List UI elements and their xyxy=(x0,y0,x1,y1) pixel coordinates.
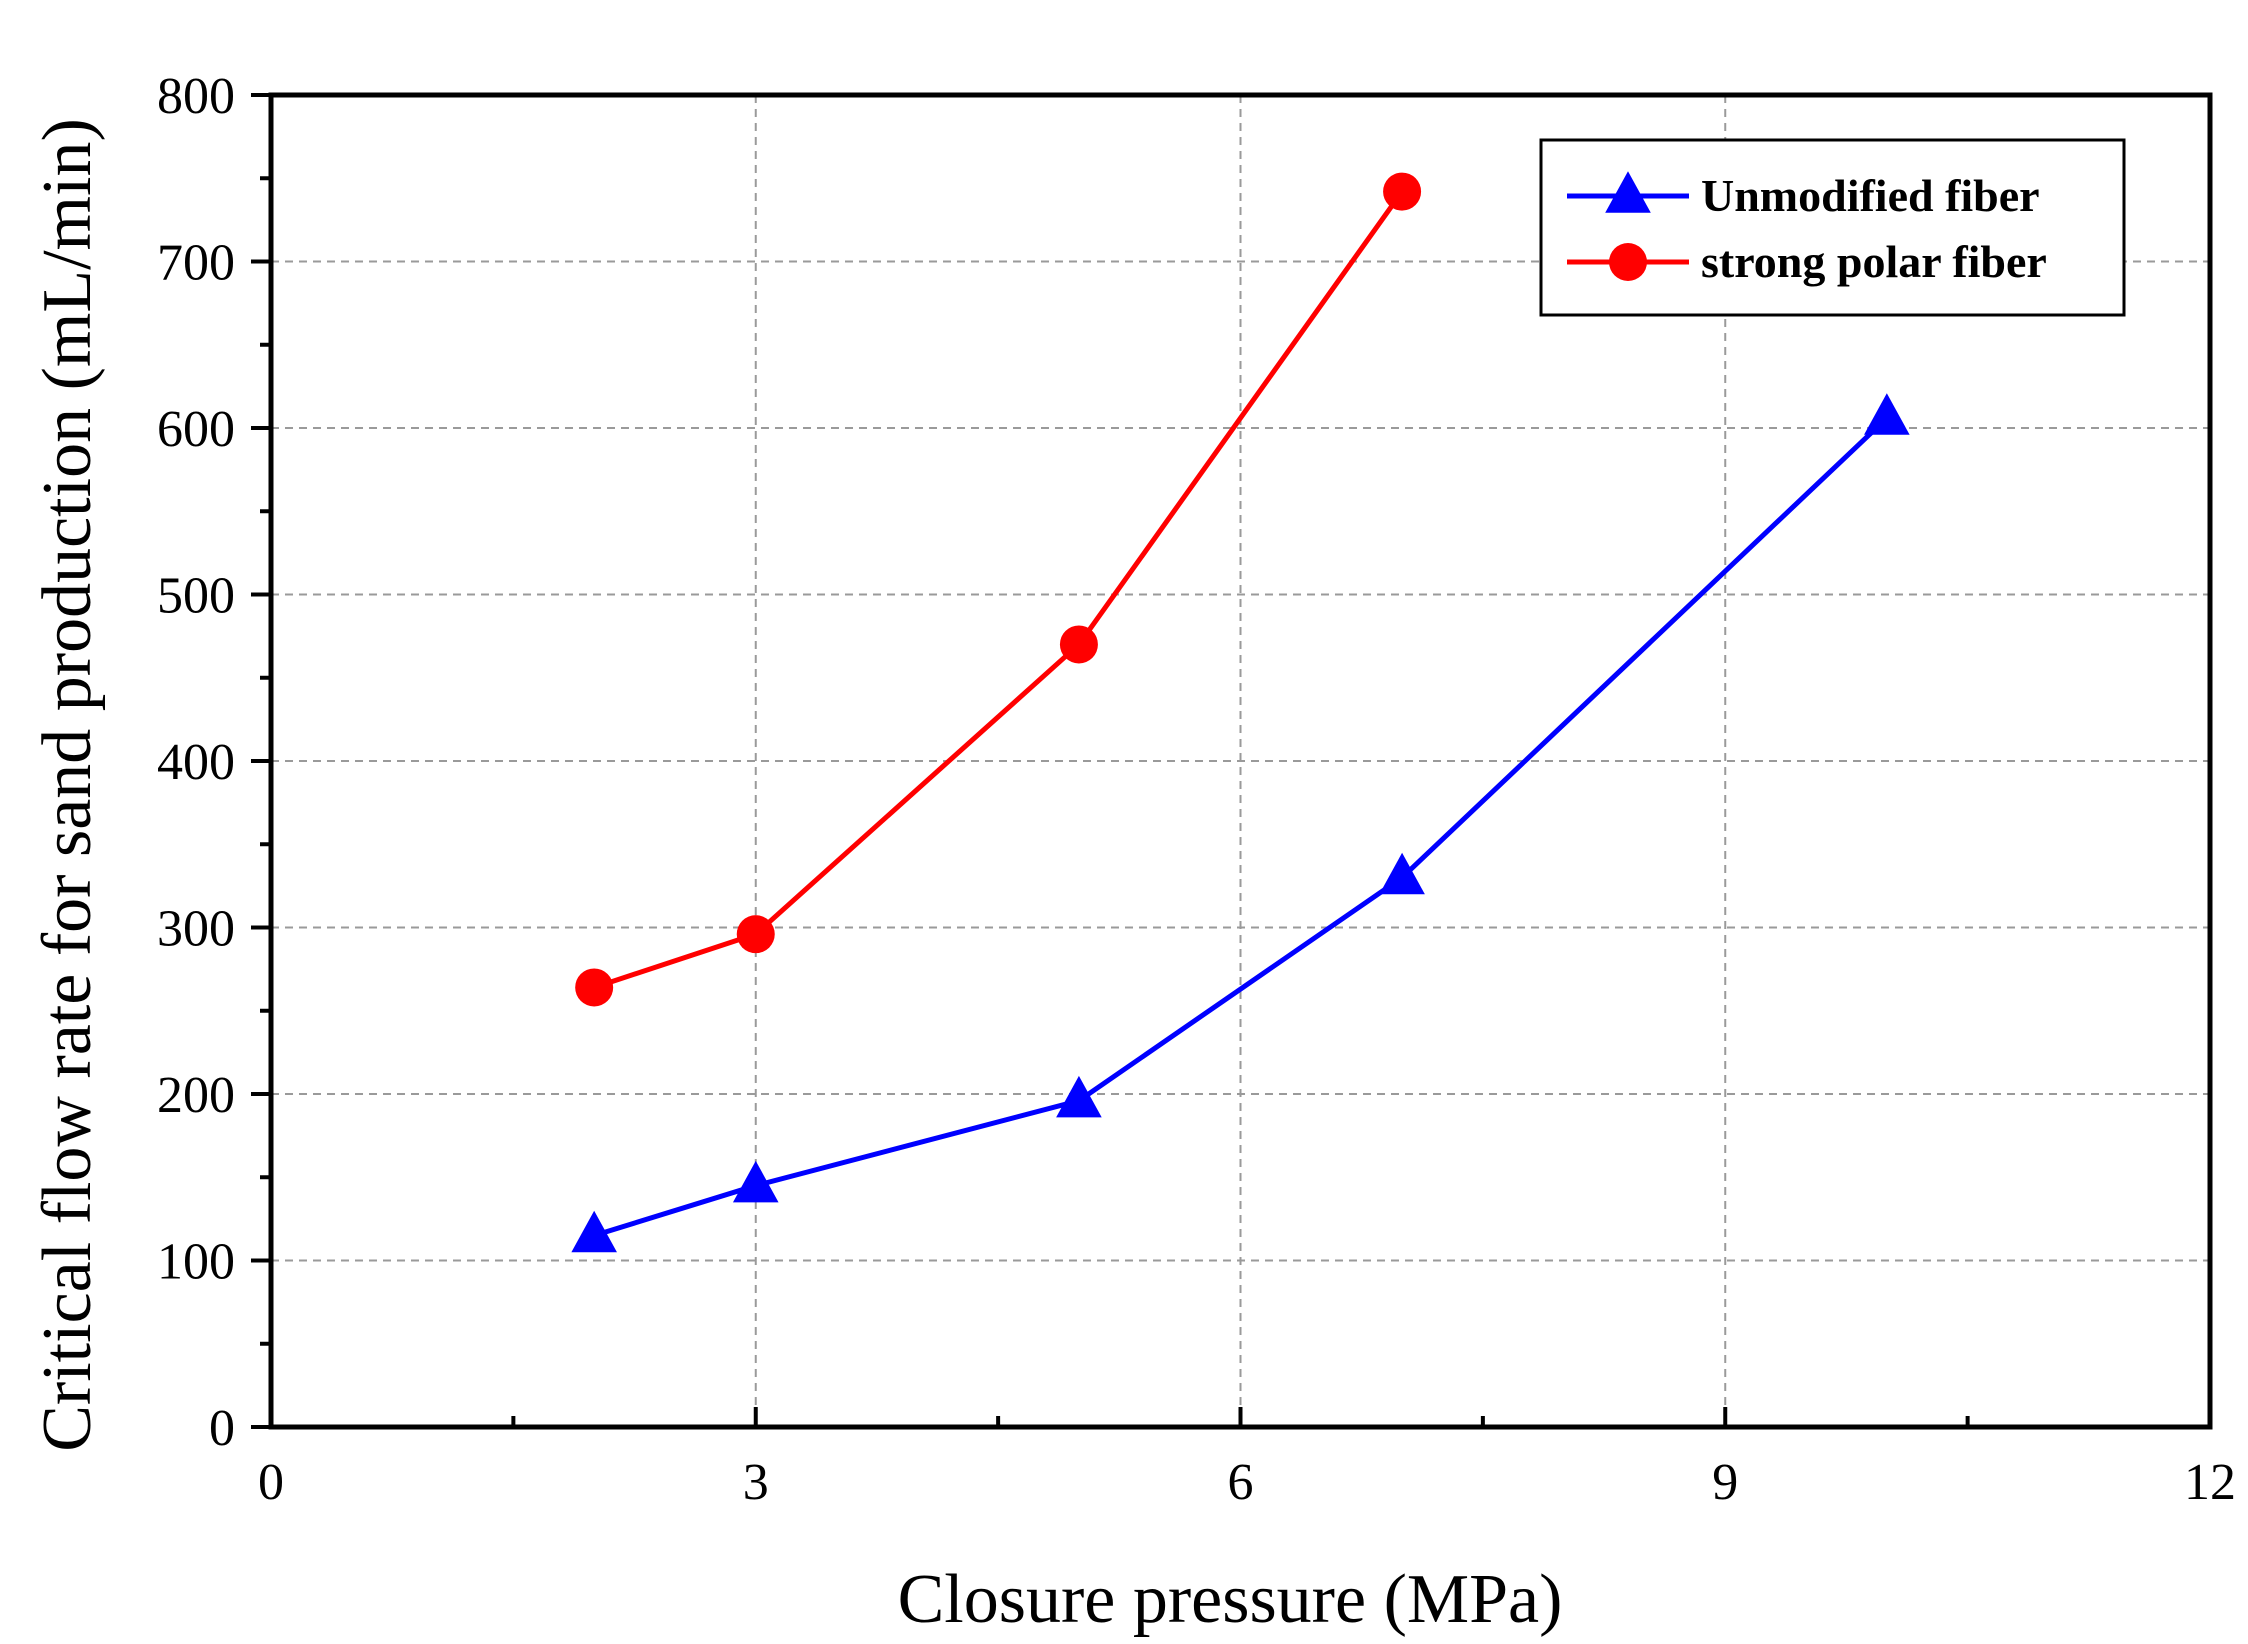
series-line xyxy=(593,190,1405,990)
x-tick-label: 6 xyxy=(1228,1454,1254,1511)
legend-box xyxy=(1539,138,2126,317)
x-tick-label: 3 xyxy=(743,1454,769,1511)
grid xyxy=(271,95,2210,1427)
circle-marker xyxy=(575,968,614,1007)
y-tick-label: 100 xyxy=(157,1234,235,1291)
series-strong-polar-fiber xyxy=(575,172,1422,1007)
triangle-marker xyxy=(1056,1075,1102,1118)
y-tick-label: 500 xyxy=(157,568,235,625)
y-tick-label: 0 xyxy=(209,1400,235,1457)
circle-marker xyxy=(736,915,775,954)
circle-marker xyxy=(1059,625,1098,664)
series-unmodified-fiber xyxy=(571,393,1910,1253)
legend: Unmodified fiber strong polar fiber xyxy=(1539,138,2126,317)
triangle-marker xyxy=(732,1160,779,1203)
triangle-marker xyxy=(571,1210,617,1253)
y-tick-label: 200 xyxy=(157,1067,235,1124)
legend-label: Unmodified fiber xyxy=(1701,170,2040,221)
series-layer xyxy=(571,172,1910,1253)
y-tick-label: 700 xyxy=(157,235,235,292)
x-tick-label: 12 xyxy=(2184,1454,2236,1511)
circle-marker xyxy=(1383,172,1422,211)
x-axis-title: Closure pressure (MPa) xyxy=(898,1561,1563,1638)
y-tick-label: 400 xyxy=(157,734,235,791)
y-axis-title: Critical flow rate for sand production (… xyxy=(29,118,106,1452)
y-tick-label: 300 xyxy=(157,901,235,958)
x-tick-label: 9 xyxy=(1712,1454,1738,1511)
legend-triangle-marker xyxy=(1605,171,1651,213)
plot-frame xyxy=(268,92,2213,1430)
triangle-marker xyxy=(1864,393,1910,435)
legend-label: strong polar fiber xyxy=(1701,236,2047,287)
legend-item: Unmodified fiber xyxy=(1567,170,2040,221)
y-tick-label: 600 xyxy=(157,401,235,458)
legend-circle-marker xyxy=(1609,243,1647,281)
x-tick-label: 0 xyxy=(258,1454,284,1511)
tick-labels: 0 3 6 9 12 0 100 200 300 400 500 600 700 800 xyxy=(157,68,2236,1511)
legend-item: strong polar fiber xyxy=(1567,236,2047,287)
y-tick-label: 800 xyxy=(157,68,235,125)
triangle-marker xyxy=(1379,852,1425,895)
